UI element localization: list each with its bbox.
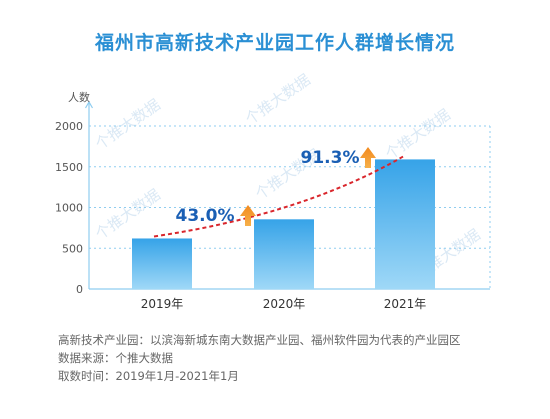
growth-label: 91.3%: [301, 148, 360, 168]
watermark-text: 个推大数据: [92, 96, 164, 154]
growth-annotations: 43.0% 91.3%: [176, 147, 376, 226]
bar: [254, 219, 314, 289]
y-tick-label: 2000: [55, 120, 83, 133]
y-axis-label: 人数: [68, 91, 90, 104]
y-axis-arrow: [84, 100, 94, 109]
trend-line: [153, 154, 406, 238]
y-tick-label: 1500: [55, 161, 83, 174]
x-tick-label: 2019年: [141, 297, 184, 311]
x-tick-label: 2021年: [384, 297, 427, 311]
bar: [375, 159, 435, 289]
y-tick-label: 500: [62, 242, 83, 255]
watermark-text: 个推大数据: [92, 186, 164, 244]
watermark-text: 个推大数据: [382, 106, 454, 164]
trend-line-layer: [153, 154, 406, 238]
up-arrow-icon: [360, 147, 376, 168]
x-tick-label: 2020年: [263, 297, 306, 311]
footnote-source: 数据来源：个推大数据: [58, 351, 173, 365]
watermark-text: 个推大数据: [242, 71, 314, 129]
y-tick-label: 0: [76, 283, 83, 296]
bars: 2019年 2020年 2021年: [132, 159, 435, 311]
chart-title: 福州市高新技术产业园工作人群增长情况: [94, 32, 455, 54]
y-tick-label: 1000: [55, 202, 83, 215]
bar: [132, 238, 192, 289]
growth-label: 43.0%: [176, 206, 235, 226]
up-arrow-icon: [240, 205, 256, 226]
footnote-scope: 高新技术产业园：以滨海新城东南大数据产业园、福州软件园为代表的产业园区: [58, 333, 461, 347]
footnote-period: 取数时间：2019年1月-2021年1月: [58, 369, 239, 383]
